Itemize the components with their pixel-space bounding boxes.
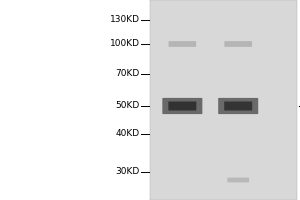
FancyBboxPatch shape	[162, 98, 202, 114]
FancyBboxPatch shape	[218, 98, 258, 114]
FancyBboxPatch shape	[169, 41, 196, 47]
FancyBboxPatch shape	[224, 101, 252, 111]
Text: 100KD: 100KD	[110, 40, 140, 48]
FancyBboxPatch shape	[224, 41, 252, 47]
FancyBboxPatch shape	[227, 178, 249, 182]
Text: 70KD: 70KD	[115, 70, 140, 78]
FancyBboxPatch shape	[168, 101, 196, 111]
Text: 40KD: 40KD	[116, 130, 140, 139]
Text: 50KD: 50KD	[115, 102, 140, 110]
Text: 130KD: 130KD	[110, 16, 140, 24]
Text: 30KD: 30KD	[115, 168, 140, 176]
Bar	[150, 0, 297, 200]
